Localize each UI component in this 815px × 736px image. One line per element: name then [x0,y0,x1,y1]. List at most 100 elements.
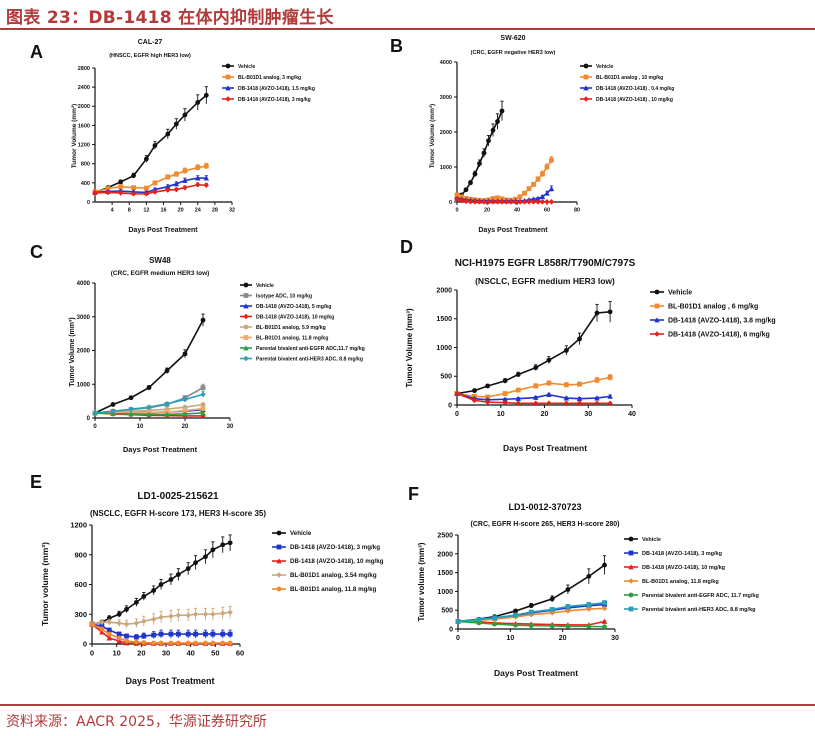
data-point [131,173,136,179]
data-point [533,365,539,371]
data-point [607,400,613,407]
legend-label: Vehicle [238,64,255,70]
data-point [185,612,191,619]
data-point [227,609,233,616]
series-teal [455,600,607,624]
data-point [106,627,112,633]
chart-title: SW-620 [500,35,525,42]
data-point [535,199,541,205]
series-line [456,110,503,200]
data-point [220,631,226,637]
legend-label: DB-1418 (AVZO-1418), 3.8 mg/kg [668,317,776,324]
data-point [220,640,226,646]
legend-marker [628,606,634,612]
data-point [150,616,157,623]
data-point [586,573,592,579]
data-point [502,399,508,406]
data-point [565,587,571,592]
legend-label: Parental bivalent anti-HER3 ADC, 8.8 mg/… [642,607,756,613]
data-point [193,631,198,637]
data-point [203,631,208,637]
data-point [141,640,147,645]
y-tick-label: 1000 [440,165,452,171]
legend-label: Vehicle [596,64,613,70]
data-point [530,199,537,205]
data-point [522,190,527,196]
data-point [544,164,550,170]
data-point [164,401,170,407]
data-point [517,199,523,205]
data-point [134,639,139,645]
data-point [526,199,532,205]
x-tick-label: 40 [514,208,520,214]
data-point [193,560,199,566]
data-point [586,623,592,629]
footer-rule [0,704,815,706]
data-point [533,383,539,389]
data-point [168,631,174,637]
data-point [463,198,469,205]
data-point [563,347,569,353]
y-axis-label: Tumor volume (mm³) [40,542,50,626]
data-point [472,199,478,205]
data-point [116,635,122,641]
y-tick-label: 1000 [77,382,91,388]
legend-marker [243,345,249,351]
data-point [143,185,149,191]
data-point [594,310,600,316]
data-point [146,411,152,417]
x-tick-label: 0 [90,649,94,658]
chart-subtitle: (NSCLC, EGFR medium HER3 low) [475,276,615,286]
y-axis-label: Tumor Volume (mm³) [71,104,78,168]
data-point [175,612,182,619]
data-point [158,582,164,587]
panel-a: A CAL-27 (HNSCC, EGFR high HER3 low) 0 400 80… [30,39,315,234]
data-point [185,631,191,637]
y-tick-label: 0 [449,200,452,206]
data-point [526,186,532,192]
data-point [586,606,592,612]
x-tick-label: 12 [143,208,149,214]
y-tick-label: 2400 [78,85,90,91]
data-point [141,594,147,599]
data-point [577,336,582,342]
x-axis-label: Days Post Treatment [503,443,587,453]
data-point [481,150,487,156]
x-tick-label: 10 [112,649,120,658]
data-point [182,408,188,413]
legend-label: Parental bivalent anti-HER3 ADC, 8.8 mg/… [256,356,363,362]
data-point [131,185,136,191]
data-point [164,368,170,374]
data-point [182,396,188,403]
y-tick-label: 300 [74,610,87,619]
data-point [517,194,523,200]
x-tick-label: 20 [484,208,490,214]
legend-marker [243,324,249,330]
data-point [146,385,152,391]
data-point [521,199,528,205]
data-point [490,199,496,205]
legend-label: Parental bivalent anti-EGFR ADC,11.7 mg/… [256,346,365,352]
y-axis-label: Tumor volume (mm³) [417,542,426,621]
panel-letter: E [30,472,42,492]
panel-c: C SW48(CRC, EGFR medium HER3 low)01000200… [30,242,365,454]
y-tick-label: 1000 [437,589,453,596]
y-tick-label: 400 [81,181,90,187]
data-point [576,400,583,407]
data-point [586,602,592,607]
series-orange [454,156,554,203]
data-point [175,572,181,577]
data-point [195,181,201,188]
legend-marker [225,85,231,91]
data-point [220,610,226,617]
data-point [200,317,206,323]
y-tick-label: 2000 [77,349,91,355]
data-point [549,157,554,163]
x-tick-label: 40 [628,411,636,418]
data-point [458,197,465,204]
header-rule [0,28,815,30]
x-tick-label: 80 [574,208,580,214]
series-blue [89,621,233,640]
data-point [492,621,498,627]
